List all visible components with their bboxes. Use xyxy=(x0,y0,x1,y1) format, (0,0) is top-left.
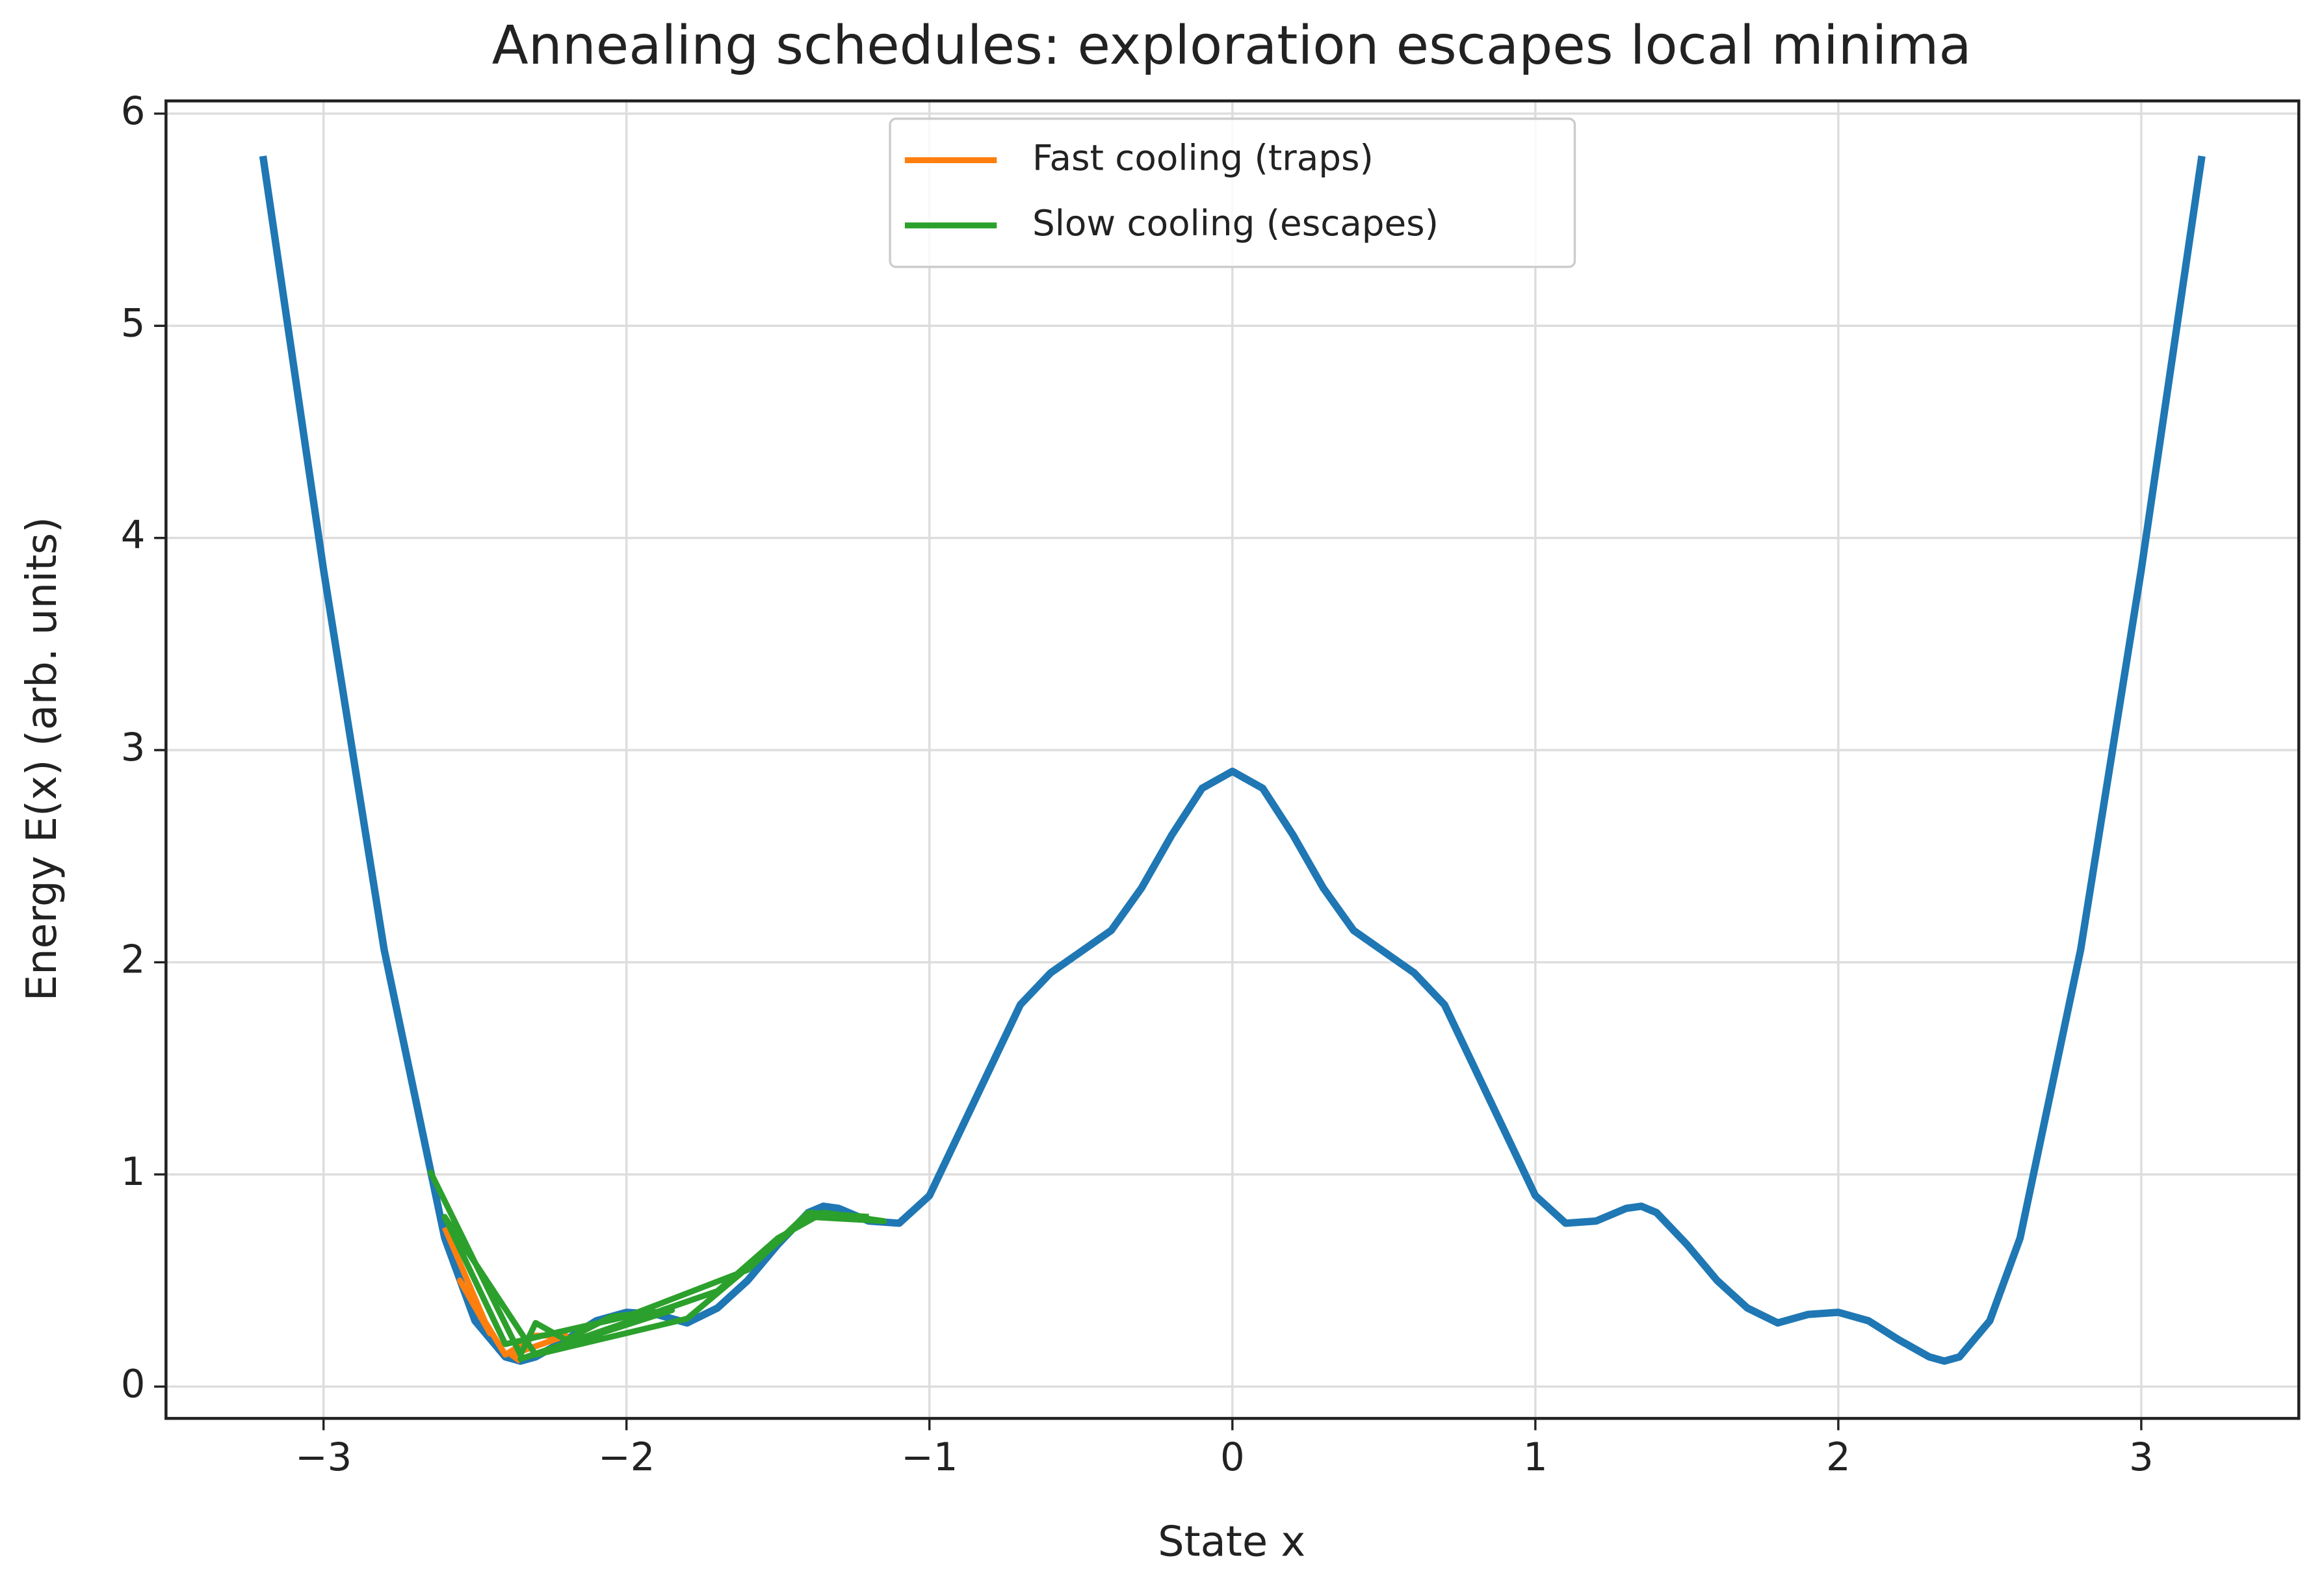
plot-frame xyxy=(164,99,2301,1420)
y-axis-label: Energy E(x) (arb. units) xyxy=(18,517,66,1001)
legend: Fast cooling (traps) Slow cooling (escape… xyxy=(889,117,1576,268)
x-tick-label: −2 xyxy=(598,1435,655,1479)
chart-title: Annealing schedules: exploration escapes… xyxy=(492,15,1972,77)
legend-label: Slow cooling (escapes) xyxy=(1032,202,1439,244)
legend-label: Fast cooling (traps) xyxy=(1032,137,1374,179)
y-tick-label: 2 xyxy=(121,937,146,982)
x-tick-label: −1 xyxy=(901,1435,958,1479)
legend-box xyxy=(889,117,1576,268)
x-tick-label: 3 xyxy=(2129,1435,2154,1479)
x-tick-label: 1 xyxy=(1523,1435,1548,1479)
y-tick-label: 0 xyxy=(121,1361,146,1406)
x-tick-label: 2 xyxy=(1826,1435,1851,1479)
y-tick-label: 3 xyxy=(121,725,146,770)
x-axis-label: State x xyxy=(1158,1518,1305,1566)
y-tick-label: 1 xyxy=(121,1149,146,1194)
series-line xyxy=(426,1169,887,1362)
x-tick-label: 0 xyxy=(1220,1435,1245,1479)
y-tick-label: 6 xyxy=(121,88,146,133)
y-tick-label: 4 xyxy=(121,513,146,558)
y-tick-label: 5 xyxy=(121,300,146,345)
x-tick-label: −3 xyxy=(295,1435,352,1479)
